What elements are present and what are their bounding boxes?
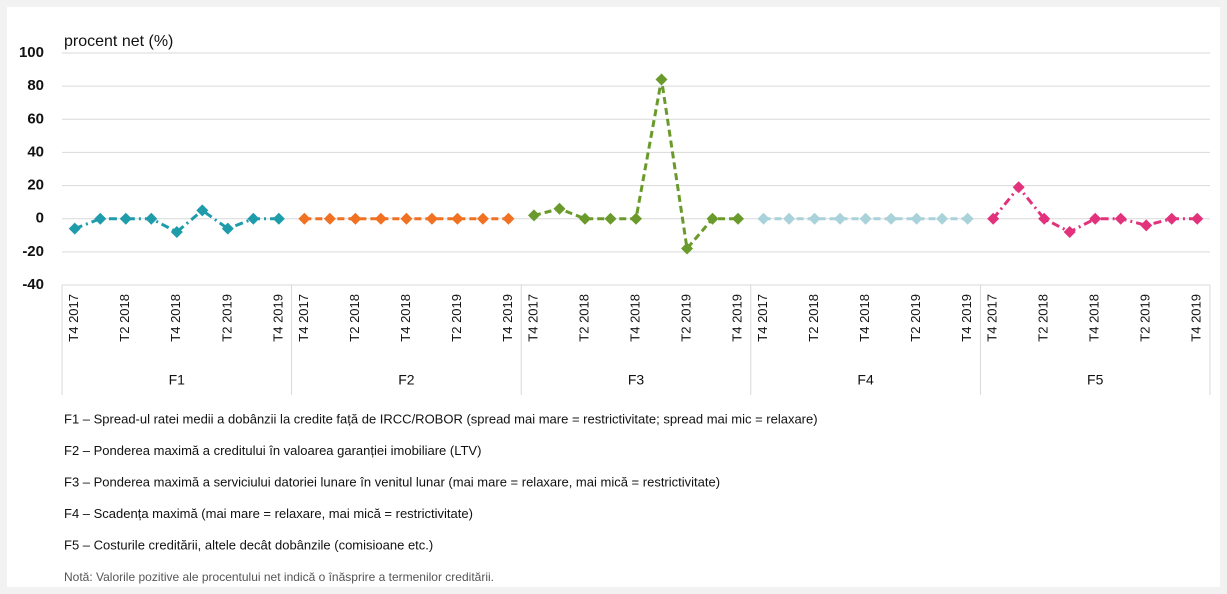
y-axis-label: procent net (%): [64, 33, 173, 50]
footnote: Notă: Valorile pozitive ale procentului …: [64, 570, 494, 584]
data-point: [681, 242, 694, 255]
data-point: [119, 212, 132, 225]
x-tick-label: T2 2019: [219, 294, 234, 342]
y-tick-label: -40: [22, 276, 44, 293]
x-tick-label: T4 2019: [729, 294, 744, 342]
x-tick-label: T4 2018: [857, 294, 872, 342]
x-tick-label: T2 2018: [1036, 294, 1051, 342]
x-tick-label: T4 2017: [985, 294, 1000, 342]
data-point: [578, 212, 591, 225]
x-tick-label: T4 2018: [398, 294, 413, 342]
x-tick-label: T2 2019: [1138, 294, 1153, 342]
data-point: [349, 212, 362, 225]
x-tick-label: T2 2019: [449, 294, 464, 342]
y-tick-label: 60: [27, 110, 44, 127]
x-tick-label: T4 2018: [168, 294, 183, 342]
x-tick-label: T2 2018: [806, 294, 821, 342]
data-point: [604, 212, 617, 225]
group-label: F5: [1087, 372, 1104, 388]
data-point: [987, 212, 1000, 225]
x-tick-label: T4 2019: [270, 294, 285, 342]
data-point: [732, 212, 745, 225]
data-point: [936, 212, 949, 225]
legend-note: F2 – Ponderea maximă a creditului în val…: [64, 443, 481, 458]
x-tick-label: T4 2017: [755, 294, 770, 342]
x-tick-label: T4 2017: [296, 294, 311, 342]
group-label: F3: [628, 372, 645, 388]
legend-note: F4 – Scadența maximă (mai mare = relaxar…: [64, 506, 473, 521]
data-point: [272, 212, 285, 225]
x-tick-label: T2 2018: [576, 294, 591, 342]
data-point: [170, 225, 183, 238]
data-point: [196, 204, 209, 217]
y-tick-label: 0: [36, 210, 44, 227]
x-tick-label: T4 2019: [1189, 294, 1204, 342]
data-point: [834, 212, 847, 225]
x-tick-label: T4 2017: [525, 294, 540, 342]
data-point: [630, 212, 642, 225]
y-tick-label: 100: [19, 44, 44, 61]
data-point: [298, 212, 311, 225]
y-tick-label: 40: [27, 143, 44, 160]
y-tick-label: -20: [22, 243, 44, 260]
x-tick-label: T4 2018: [627, 294, 642, 342]
data-point: [1063, 225, 1076, 238]
data-point: [476, 212, 489, 225]
data-point: [323, 212, 336, 225]
x-tick-label: T2 2018: [117, 294, 132, 342]
x-tick-label: T4 2019: [959, 294, 974, 342]
data-point: [859, 212, 872, 225]
group-label: F1: [169, 372, 186, 388]
data-point: [400, 212, 413, 225]
data-point: [757, 212, 770, 225]
chart-background: [7, 7, 1220, 587]
data-point: [145, 212, 158, 225]
data-point: [1038, 212, 1051, 225]
legend-note: F1 – Spread-ul ratei medii a dobânzii la…: [64, 411, 818, 426]
data-point: [553, 202, 566, 215]
group-label: F2: [398, 372, 415, 388]
data-point: [1165, 212, 1178, 225]
x-tick-label: T2 2019: [908, 294, 923, 342]
x-tick-label: T4 2017: [66, 294, 81, 342]
data-point: [910, 212, 923, 225]
data-point: [706, 212, 719, 225]
data-point: [94, 212, 107, 225]
data-point: [783, 212, 796, 225]
data-point: [1012, 181, 1025, 194]
data-point: [68, 222, 81, 235]
data-point: [451, 212, 464, 225]
data-point: [1191, 212, 1204, 225]
x-tick-label: T4 2019: [500, 294, 515, 342]
y-tick-label: 20: [27, 177, 44, 194]
data-point: [247, 212, 260, 225]
y-tick-label: 80: [27, 77, 44, 94]
group-label: F4: [857, 372, 874, 388]
data-point: [655, 73, 668, 86]
x-tick-label: T4 2018: [1087, 294, 1102, 342]
data-point: [527, 209, 540, 222]
data-point: [808, 212, 821, 225]
data-point: [1140, 219, 1153, 232]
data-point: [425, 212, 438, 225]
data-point: [1089, 212, 1102, 225]
x-tick-label: T2 2019: [678, 294, 693, 342]
data-point: [961, 212, 974, 225]
legend-note: F3 – Ponderea maximă a serviciului dator…: [64, 474, 720, 489]
data-point: [221, 222, 234, 235]
data-point: [374, 212, 387, 225]
data-point: [885, 212, 898, 225]
x-tick-label: T2 2018: [347, 294, 362, 342]
legend-note: F5 – Costurile creditării, altele decât …: [64, 537, 433, 552]
data-point: [502, 212, 515, 225]
data-point: [1114, 212, 1127, 225]
